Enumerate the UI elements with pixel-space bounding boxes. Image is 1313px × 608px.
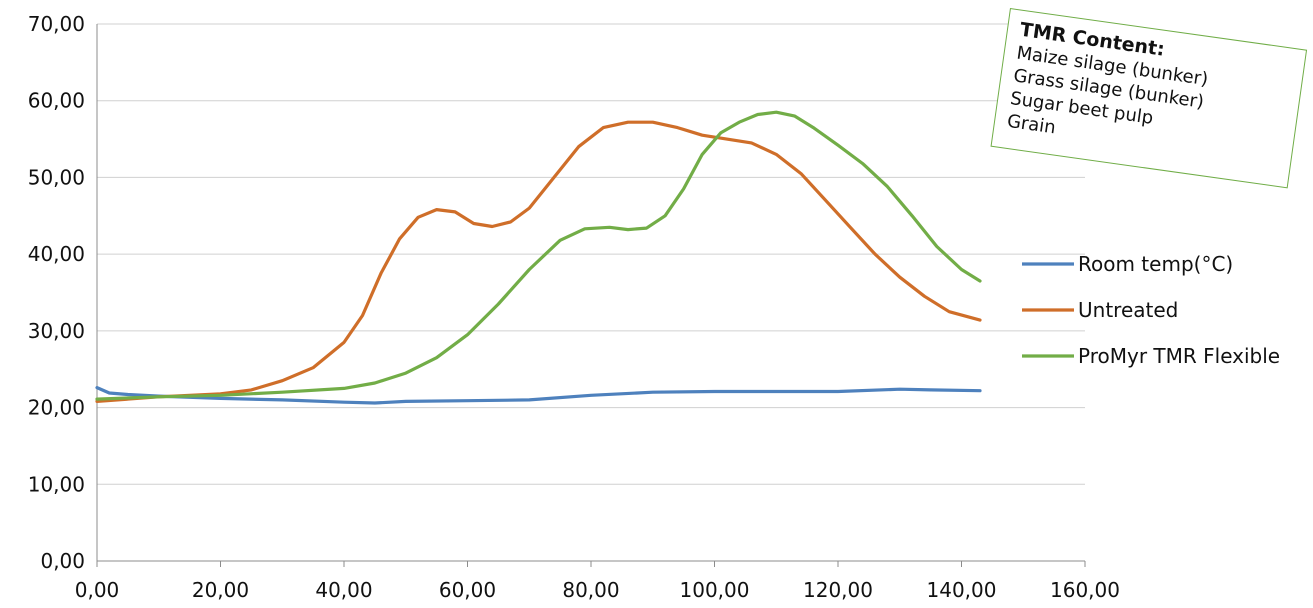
y-tick-label: 40,00 [28,242,85,266]
legend: Room temp(°C) Untreated ProMyr TMR Flexibl… [1022,252,1280,368]
x-tick-label: 80,00 [562,578,619,602]
x-tick-label: 60,00 [439,578,496,602]
legend-label-0: Room temp(°C) [1078,252,1233,276]
legend-label-2: ProMyr TMR Flexible [1078,344,1280,368]
y-tick-label: 20,00 [28,396,85,420]
y-tick-label: 70,00 [28,12,85,36]
y-tick-label: 60,00 [28,89,85,113]
x-tick-label: 0,00 [75,578,120,602]
y-tick-label: 50,00 [28,165,85,189]
grid-lines [97,23,1085,562]
y-tick-label: 0,00 [40,549,85,573]
x-tick-label: 160,00 [1050,578,1120,602]
series-line-2 [95,110,982,401]
series-line-1 [95,120,982,403]
x-tick-label: 100,00 [680,578,750,602]
x-tick-label: 120,00 [803,578,873,602]
legend-label-1: Untreated [1078,298,1178,322]
series-lines [95,110,982,405]
y-tick-label: 10,00 [28,472,85,496]
y-tick-label: 30,00 [28,319,85,343]
x-tick-label: 20,00 [192,578,249,602]
x-axis: 0,00 20,00 40,00 60,00 80,00 100,00 120,00 140,… [75,561,1120,602]
x-tick-label: 40,00 [315,578,372,602]
x-tick-label: 140,00 [927,578,997,602]
y-axis: 0,00 10,00 20,00 30,00 40,00 50,00 60,00 70,00 [28,12,98,573]
